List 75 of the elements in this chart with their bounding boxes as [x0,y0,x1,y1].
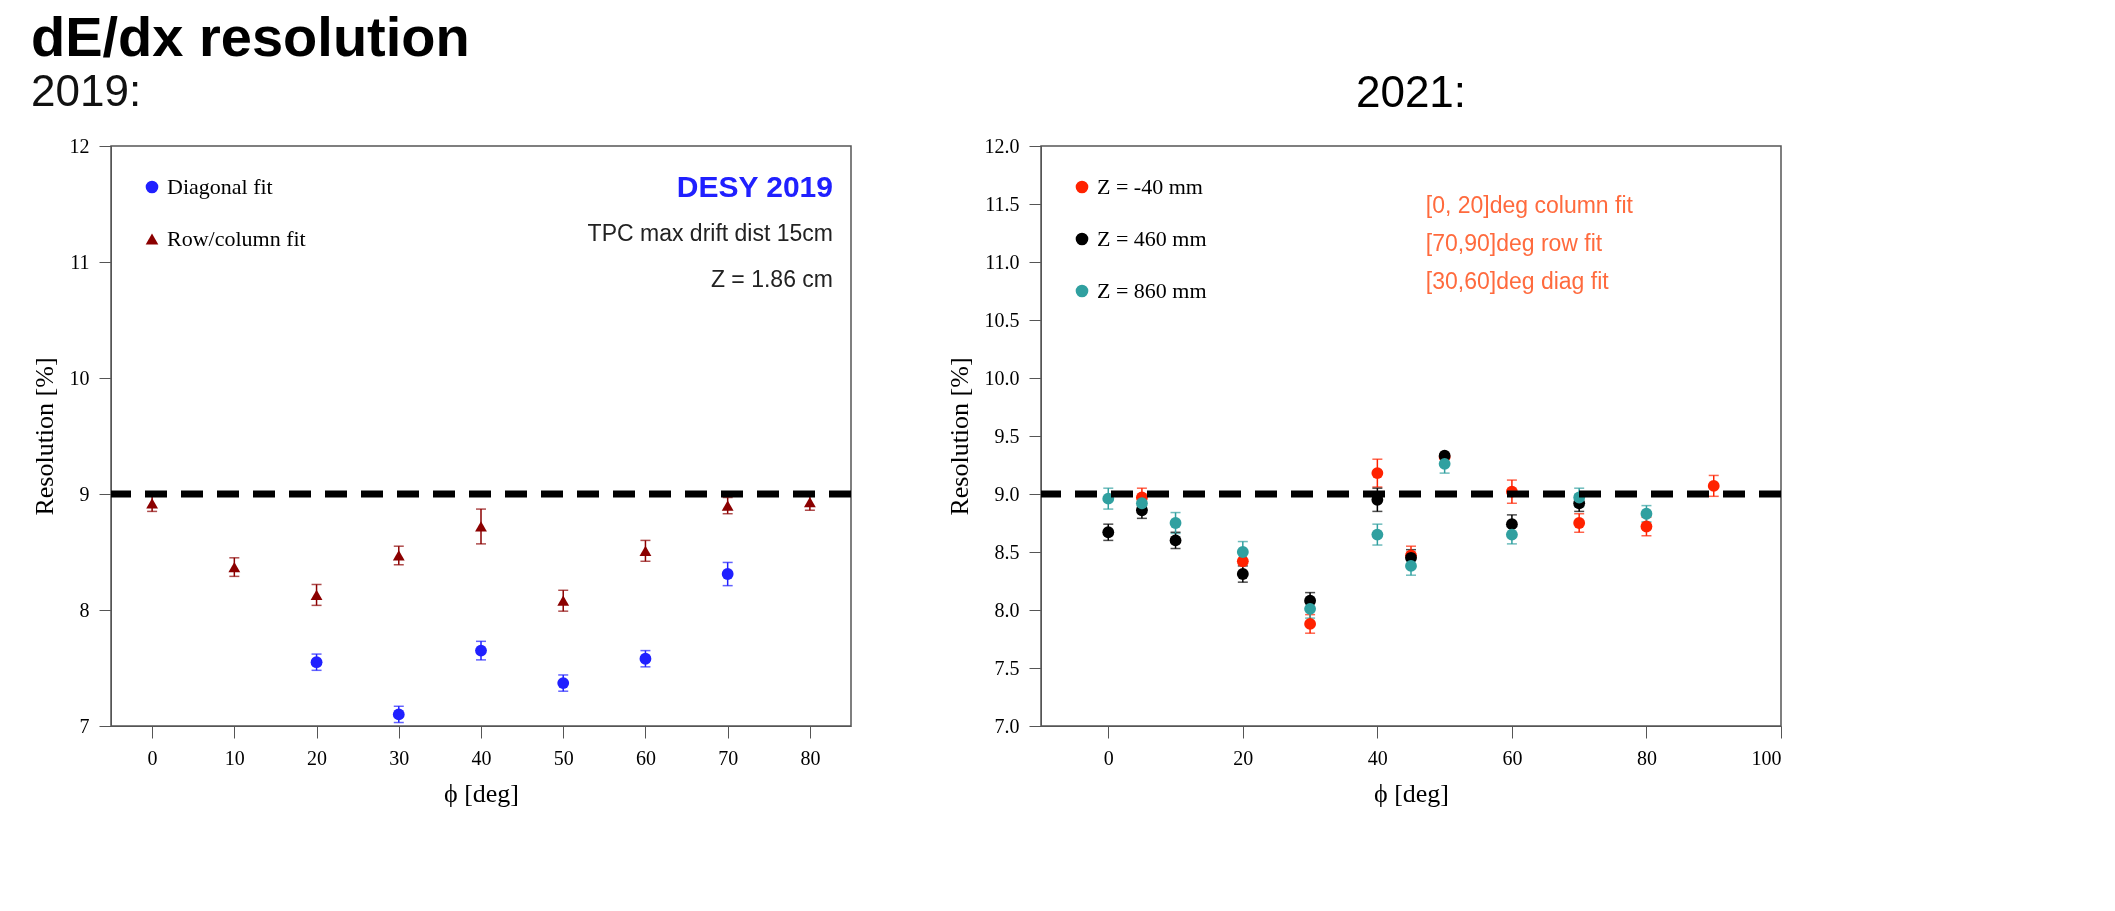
y-tick-label: 10 [69,366,90,389]
annotation: [70,90]deg row fit [1425,230,1603,256]
point [721,500,734,511]
x-tick-label: 0 [147,746,158,769]
x-tick-label: 40 [471,746,492,769]
legend-label: Z = 860 mm [1097,278,1207,303]
y-tick-label: 11 [70,250,90,273]
annotation: Z = 1.86 cm [710,266,833,292]
y-axis-title: Resolution [%] [944,357,974,516]
point [1438,457,1451,470]
point [1640,520,1653,533]
point [228,561,241,573]
x-tick-label: 80 [1636,746,1657,769]
point [1135,497,1148,510]
y-tick-label: 7.5 [994,656,1020,679]
y-tick-label: 8.0 [994,598,1020,621]
y-tick-label: 12.0 [984,134,1020,157]
chart-subtitle: 2019: [31,66,142,115]
y-tick-label: 7 [79,714,90,737]
x-tick-label: 0 [1103,746,1114,769]
x-tick-label: 70 [718,746,739,769]
point [1304,618,1317,630]
y-tick-label: 8 [79,598,90,621]
x-axis-title: ϕ [deg] [1373,778,1450,808]
point [475,644,487,657]
point [1304,602,1317,615]
point [1236,546,1249,558]
point [1707,479,1720,492]
y-tick-label: 7.0 [994,714,1020,737]
y-tick-label: 9.0 [994,482,1020,505]
y-axis-title: Resolution [%] [29,357,59,516]
x-tick-label: 20 [307,746,328,769]
legend-label: Row/column fit [167,226,306,251]
y-tick-label: 10.0 [984,366,1020,389]
point [1505,518,1518,531]
x-tick-label: 30 [389,746,410,769]
point [392,550,405,561]
annotation: [0, 20]deg column fit [1425,192,1634,218]
x-tick-label: 60 [1502,746,1523,769]
point [803,497,816,508]
y-tick-label: 11.0 [985,250,1020,273]
x-tick-label: 100 [1751,746,1782,769]
y-tick-label: 9.5 [994,424,1020,447]
y-tick-label: 8.5 [994,540,1020,563]
chart-title: dE/dx resolution [31,5,470,68]
point [475,521,487,532]
point [1405,560,1417,572]
x-tick-label: 20 [1233,746,1254,769]
x-tick-label: 10 [224,746,245,769]
x-axis-title: ϕ [deg] [443,778,520,808]
annotation: DESY 2019 [676,170,833,203]
annotation: [30,60]deg diag fit [1425,268,1610,294]
y-tick-label: 10.5 [984,308,1020,331]
y-tick-label: 9 [79,482,90,505]
legend-label: Diagonal fit [167,174,273,199]
point [1169,517,1182,529]
legend-label: Z = -40 mm [1097,174,1203,199]
x-tick-label: 60 [635,746,656,769]
point [639,545,652,556]
point [1371,528,1384,541]
point [1505,528,1518,541]
point [310,589,323,601]
chart-title: 2021: [1355,67,1467,116]
x-tick-label: 80 [800,746,821,769]
x-tick-label: 50 [553,746,574,769]
annotation: TPC max drift dist 15cm [587,220,833,246]
x-tick-label: 40 [1367,746,1388,769]
y-tick-label: 11.5 [985,192,1020,215]
point [1371,467,1384,480]
y-tick-label: 12 [69,134,90,157]
point [1573,517,1586,529]
point [146,498,159,509]
point [721,568,734,580]
legend-label: Z = 460 mm [1097,226,1207,251]
point [557,595,570,606]
